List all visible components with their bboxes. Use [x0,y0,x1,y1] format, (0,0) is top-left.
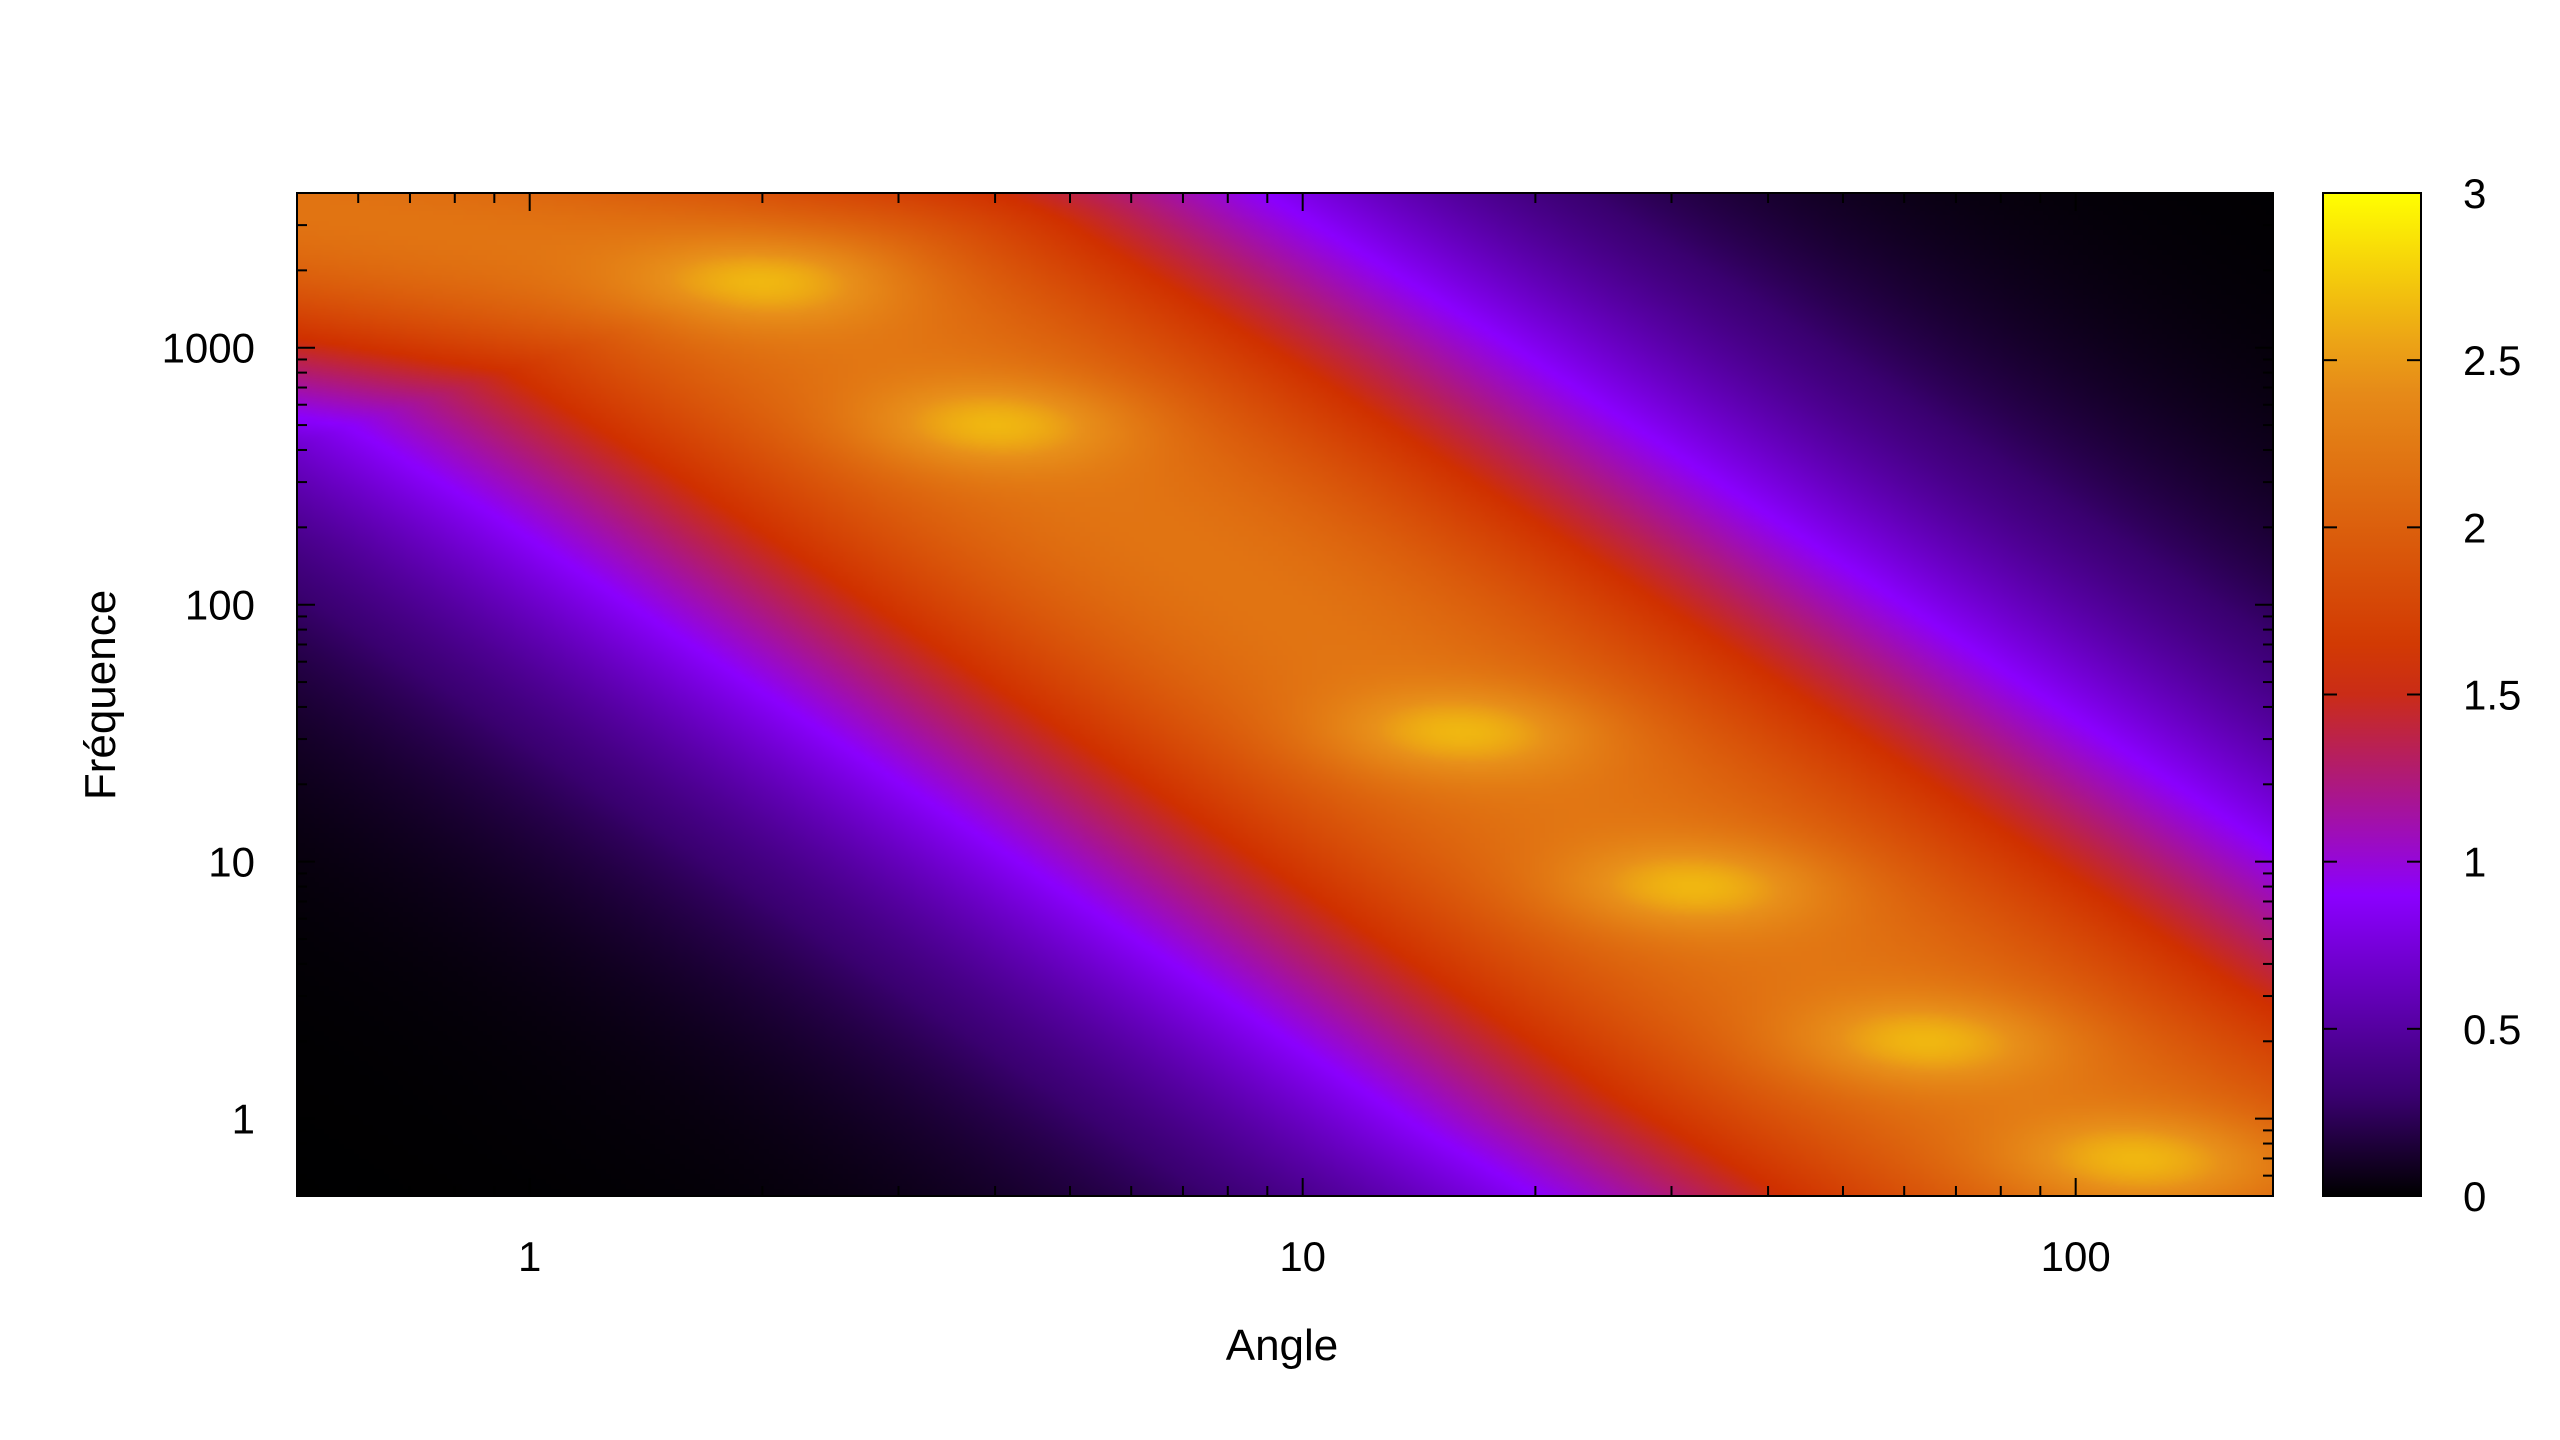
y-tick-label: 1000 [162,325,255,372]
y-tick-label: 100 [185,582,255,629]
colorbar-ticks: 0 0.5 1 1.5 2 2.5 3 [2323,170,2521,1220]
colorbar-fill [2322,192,2422,1197]
y-tick-label: 1 [232,1096,255,1143]
x-tick-label: 100 [2041,1233,2111,1280]
x-axis-ticks: 1 10 100 [296,193,2111,1280]
heatmap-area [297,193,2273,1196]
plot-frame [296,192,2274,1197]
colorbar-tick-label: 2.5 [2463,337,2521,384]
x-axis-label: Angle [1226,1321,1339,1370]
y-axis-ticks: 1 10 100 1000 [162,192,2273,1197]
x-tick-label: 1 [518,1233,541,1280]
x-tick-label: 10 [1279,1233,1326,1280]
colorbar-tick-label: 3 [2463,170,2486,217]
colorbar-tick-label: 0 [2463,1173,2486,1220]
colorbar: 0 0.5 1 1.5 2 2.5 3 [2322,170,2521,1220]
colorbar-tick-label: 1 [2463,839,2486,886]
y-tick-label: 10 [208,839,255,886]
y-axis-label: Fréquence [76,590,125,800]
colorbar-tick-label: 0.5 [2463,1006,2521,1053]
colorbar-tick-label: 2 [2463,504,2486,551]
heatmap-image [297,193,2273,1196]
colorbar-tick-label: 1.5 [2463,672,2521,719]
